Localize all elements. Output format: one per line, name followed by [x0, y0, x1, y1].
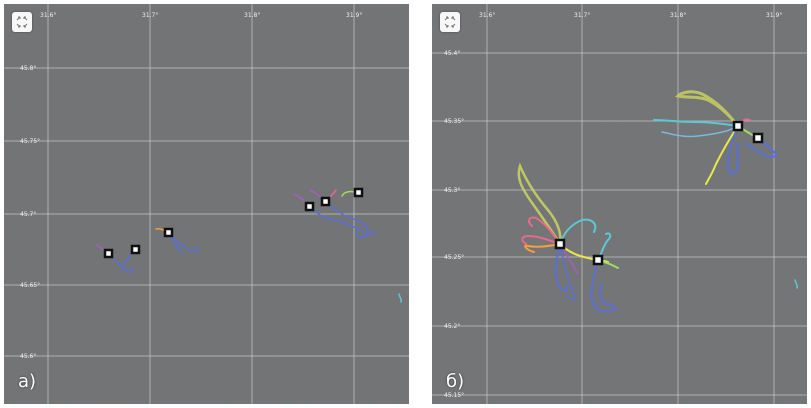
lon-tick: 31.7°: [142, 12, 159, 19]
ship-marker[interactable]: [320, 196, 331, 207]
vessel-tracks-group-4: [517, 162, 619, 313]
lon-tick: 31.6°: [479, 12, 496, 19]
ship-marker[interactable]: [732, 120, 744, 132]
ship-marker[interactable]: [103, 248, 114, 259]
ship-marker[interactable]: [554, 238, 566, 250]
lat-tick: 45.35°: [444, 118, 465, 125]
expand-icon: [16, 16, 28, 28]
sar-texture: [432, 4, 807, 404]
panel-label-a: а): [18, 371, 37, 392]
map-canvas-b[interactable]: [432, 4, 807, 404]
ship-marker[interactable]: [163, 227, 174, 238]
ship-marker[interactable]: [592, 254, 604, 266]
lat-tick: 45.3°: [444, 187, 461, 194]
ship-markers-b[interactable]: [554, 120, 764, 266]
lat-tick: 45.75°: [20, 138, 41, 145]
lon-tick: 31.9°: [346, 12, 363, 19]
lat-tick: 45.7°: [20, 211, 37, 218]
panel-label-b: б): [446, 371, 465, 392]
lat-tick: 45.15°: [444, 392, 465, 399]
lon-tick: 31.8°: [244, 12, 261, 19]
ship-marker[interactable]: [752, 132, 764, 144]
vessel-tracks-group-3: [653, 90, 798, 289]
fullscreen-button[interactable]: [12, 12, 32, 32]
lat-tick: 45.6°: [20, 353, 37, 360]
map-panel-b[interactable]: 31.6° 31.7° 31.8° 31.9° 45.4° 45.35° 45.…: [432, 4, 807, 404]
map-panel-a[interactable]: 31.6° 31.7° 31.8° 31.9° 45.8° 45.75° 45.…: [4, 4, 409, 404]
lon-tick: 31.9°: [766, 12, 783, 19]
lat-tick: 45.8°: [20, 65, 37, 72]
grid: [432, 4, 807, 404]
lon-tick: 31.7°: [574, 12, 591, 19]
lat-tick: 45.2°: [444, 323, 461, 330]
ship-markers-a[interactable]: [103, 187, 364, 259]
ship-marker[interactable]: [353, 187, 364, 198]
sar-texture: [4, 4, 409, 404]
ship-marker[interactable]: [304, 201, 315, 212]
lat-tick: 45.65°: [20, 282, 41, 289]
ship-marker[interactable]: [130, 244, 141, 255]
expand-icon: [444, 16, 456, 28]
fullscreen-button[interactable]: [440, 12, 460, 32]
lat-tick: 45.4°: [444, 50, 461, 57]
map-canvas-a[interactable]: [4, 4, 409, 404]
lat-tick: 45.25°: [444, 254, 465, 261]
lon-tick: 31.8°: [670, 12, 687, 19]
lon-tick: 31.6°: [40, 12, 57, 19]
